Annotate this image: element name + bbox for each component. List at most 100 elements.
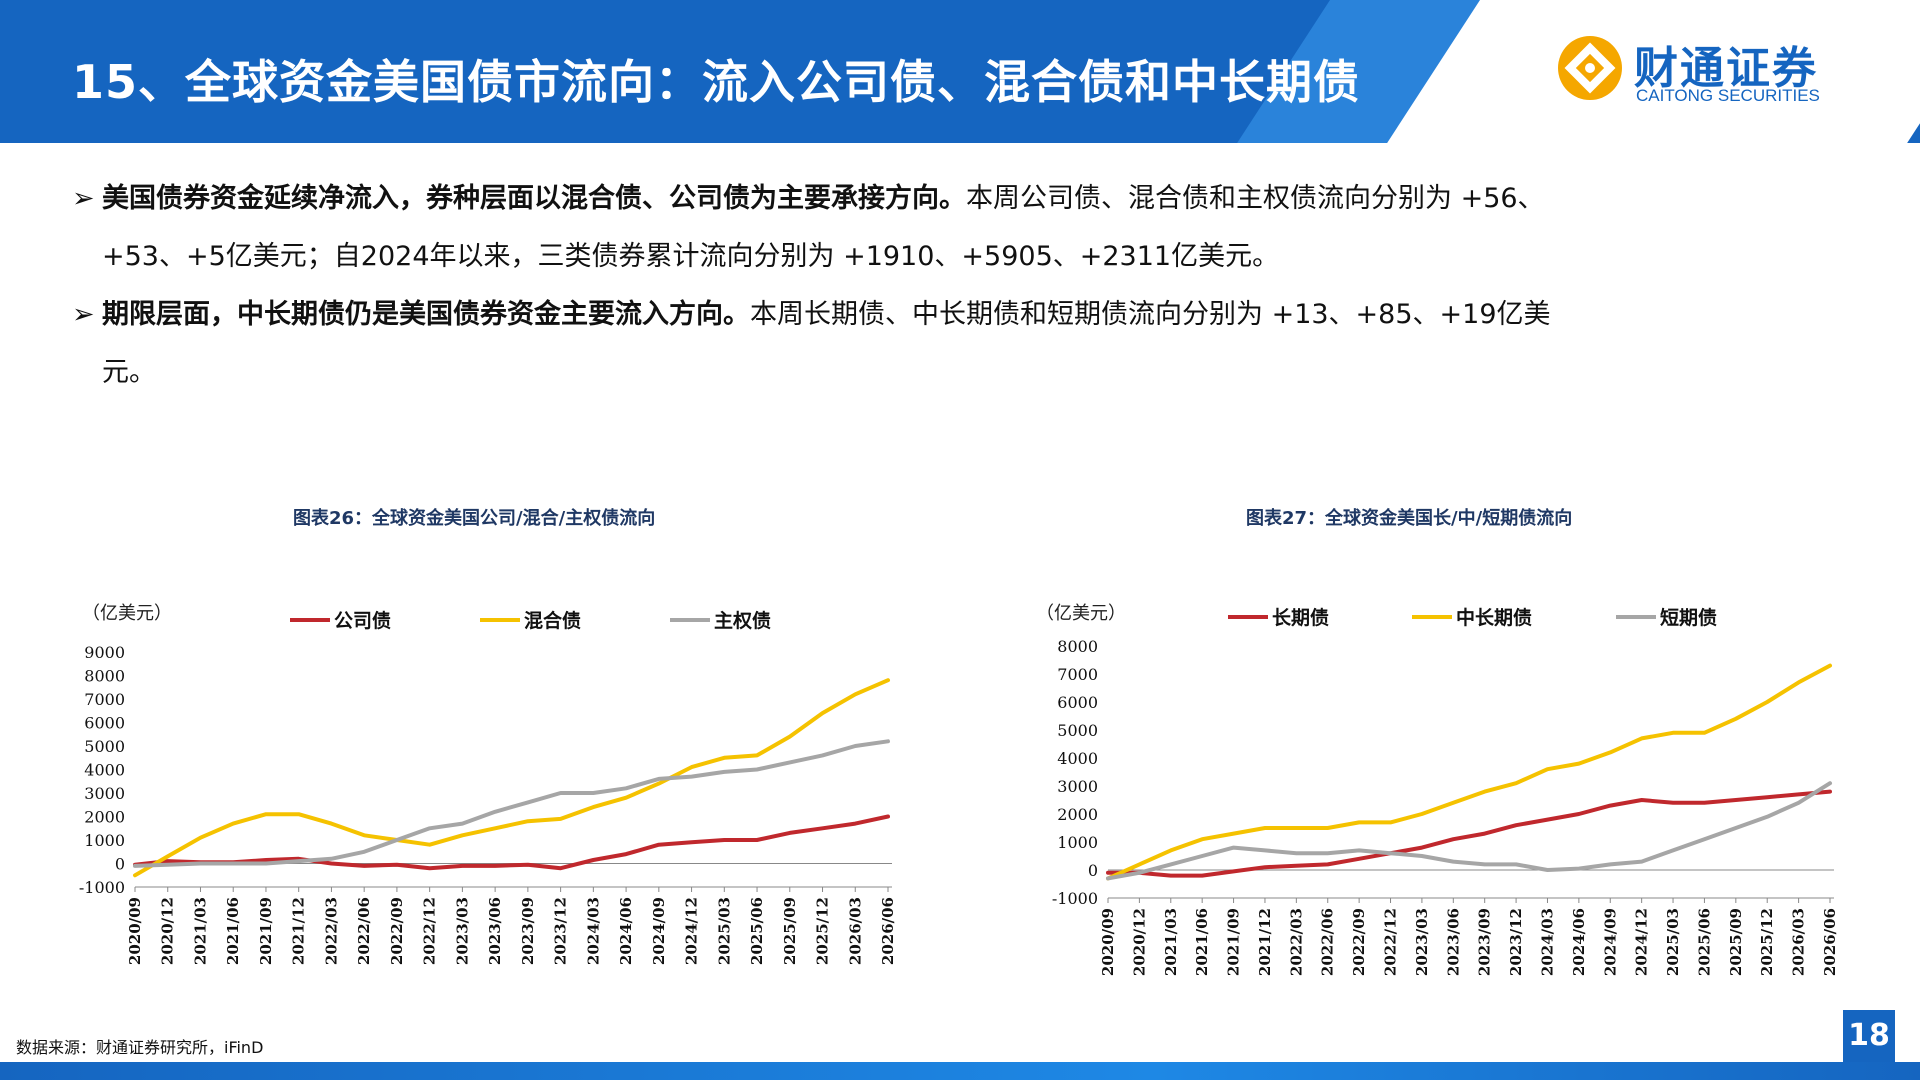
y-tick-label: 0 bbox=[1088, 861, 1098, 880]
x-tick-label: 2026/06 bbox=[879, 897, 897, 965]
x-tick-label: 2020/12 bbox=[159, 897, 177, 965]
x-tick-label: 2021/12 bbox=[1256, 908, 1274, 976]
x-tick-label: 2024/03 bbox=[584, 897, 602, 965]
x-tick-label: 2024/09 bbox=[650, 897, 668, 965]
x-tick-label: 2023/09 bbox=[519, 897, 537, 965]
x-tick-label: 2026/06 bbox=[1821, 908, 1839, 976]
bullet-arrow-icon: ➢ bbox=[72, 183, 95, 214]
x-tick-label: 2022/12 bbox=[421, 897, 439, 965]
x-tick-label: 2022/12 bbox=[1382, 908, 1400, 976]
chart-26-title: 图表26：全球资金美国公司/混合/主权债流向 bbox=[293, 508, 656, 529]
logo-name: 财通证券 bbox=[1634, 43, 1818, 94]
page-number: 18 bbox=[1843, 1010, 1895, 1062]
x-tick-label: 2024/03 bbox=[1538, 908, 1556, 976]
series-line-1 bbox=[1106, 789, 1832, 878]
x-tick-label: 2025/06 bbox=[1695, 908, 1713, 976]
x-tick-label: 2021/12 bbox=[290, 897, 308, 965]
bullet-1-text: 本周公司债、混合债和主权债流向分别为 +56、 bbox=[966, 183, 1545, 214]
x-tick-label: 2025/03 bbox=[715, 897, 733, 965]
y-tick-label: 7000 bbox=[1057, 665, 1098, 684]
bullet-2-lead: 期限层面，中长期债仍是美国债券资金主要流入方向。 bbox=[102, 299, 750, 330]
x-tick-label: 2021/03 bbox=[191, 897, 209, 965]
y-tick-label: 2000 bbox=[1057, 805, 1098, 824]
x-tick-label: 2021/09 bbox=[1225, 908, 1243, 976]
y-tick-label: 1000 bbox=[84, 831, 125, 850]
chart-26: （亿美元） -1000 0 1000 2000 3000 4000 5000 6000 7000 8… bbox=[79, 603, 897, 965]
bullet-2-continuation: 元。 bbox=[102, 357, 156, 388]
y-tick-label: 9000 bbox=[84, 643, 125, 662]
data-source: 数据来源：财通证券研究所，iFinD bbox=[16, 1038, 264, 1057]
x-tick-label: 2024/12 bbox=[1633, 908, 1651, 976]
caitong-logo-icon bbox=[1558, 36, 1622, 100]
y-tick-label: 1000 bbox=[1057, 833, 1098, 852]
x-tick-label: 2025/12 bbox=[814, 897, 832, 965]
x-tick-label: 2023/03 bbox=[453, 897, 471, 965]
x-tick-label: 2025/06 bbox=[748, 897, 766, 965]
x-tick-label: 2021/09 bbox=[257, 897, 275, 965]
summary-bullets: ➢ 美国债券资金延续净流入，券种层面以混合债、公司债为主要承接方向。本周公司债、… bbox=[72, 170, 1852, 402]
x-tick-label: 2025/09 bbox=[1727, 908, 1745, 976]
x-tick-label: 2024/09 bbox=[1601, 908, 1619, 976]
bullet-1-continuation: +53、+5亿美元；自2024年以来，三类债券累计流向分别为 +1910、+59… bbox=[102, 241, 1280, 272]
x-tick-label: 2023/06 bbox=[1444, 908, 1462, 976]
legend-label: 长期债 bbox=[1272, 606, 1329, 629]
bullet-2-text: 本周长期债、中长期债和短期债流向分别为 +13、+85、+19亿美 bbox=[750, 299, 1551, 330]
x-tick-label: 2025/09 bbox=[781, 897, 799, 965]
x-tick-label: 2021/06 bbox=[1193, 908, 1211, 976]
bullet-2: ➢ 期限层面，中长期债仍是美国债券资金主要流入方向。本周长期债、中长期债和短期债… bbox=[72, 286, 1852, 402]
y-tick-label: 7000 bbox=[84, 690, 125, 709]
bullet-1-lead: 美国债券资金延续净流入，券种层面以混合债、公司债为主要承接方向。 bbox=[102, 183, 966, 214]
x-tick-label: 2022/06 bbox=[1319, 908, 1337, 976]
x-tick-label: 2020/09 bbox=[1099, 908, 1117, 976]
y-tick-label: 6000 bbox=[1057, 693, 1098, 712]
y-axis-label: （亿美元） bbox=[1036, 603, 1126, 624]
y-tick-label: 3000 bbox=[84, 784, 125, 803]
bullet-arrow-icon: ➢ bbox=[72, 299, 95, 330]
y-tick-label: 8000 bbox=[1057, 637, 1098, 656]
y-tick-label: 3000 bbox=[1057, 777, 1098, 796]
series-line-2 bbox=[1106, 663, 1832, 881]
x-tick-label: 2023/06 bbox=[486, 897, 504, 965]
y-tick-label: 2000 bbox=[84, 808, 125, 827]
x-tick-label: 2022/03 bbox=[322, 897, 340, 965]
y-tick-label: 4000 bbox=[1057, 749, 1098, 768]
bullet-1: ➢ 美国债券资金延续净流入，券种层面以混合债、公司债为主要承接方向。本周公司债、… bbox=[72, 170, 1852, 286]
legend-label: 短期债 bbox=[1660, 606, 1717, 629]
y-tick-label: -1000 bbox=[79, 878, 125, 897]
x-tick-label: 2025/12 bbox=[1758, 908, 1776, 976]
x-tick-label: 2026/03 bbox=[1790, 908, 1808, 976]
x-tick-label: 2022/06 bbox=[355, 897, 373, 965]
y-tick-label: 6000 bbox=[84, 714, 125, 733]
legend-label: 主权债 bbox=[714, 609, 771, 632]
series-line-2 bbox=[133, 678, 890, 878]
legend-label: 混合债 bbox=[524, 609, 581, 632]
series-line-3 bbox=[133, 739, 890, 868]
y-tick-label: -1000 bbox=[1052, 889, 1098, 908]
chart-27: （亿美元） -1000 0 1000 2000 3000 4000 5000 6000 7000 8… bbox=[1036, 603, 1839, 976]
y-tick-label: 5000 bbox=[84, 737, 125, 756]
x-tick-label: 2021/06 bbox=[224, 897, 242, 965]
chart-27-title: 图表27：全球资金美国长/中/短期债流向 bbox=[1246, 508, 1573, 529]
x-tick-label: 2024/06 bbox=[617, 897, 635, 965]
x-tick-label: 2023/12 bbox=[1507, 908, 1525, 976]
header-banner: 15、全球资金美国债市流向：流入公司债、混合债和中长期债 财通证券 CAITON… bbox=[0, 0, 1920, 143]
y-tick-label: 5000 bbox=[1057, 721, 1098, 740]
x-tick-label: 2023/12 bbox=[552, 897, 570, 965]
footer-bar bbox=[0, 1062, 1920, 1080]
legend-label: 公司债 bbox=[334, 609, 391, 632]
logo-subtitle: CAITONG SECURITIES bbox=[1636, 86, 1820, 105]
x-tick-label: 2020/12 bbox=[1130, 908, 1148, 976]
brand-logo: 财通证券 CAITONG SECURITIES bbox=[1552, 28, 1852, 118]
x-tick-label: 2023/09 bbox=[1476, 908, 1494, 976]
y-tick-label: 0 bbox=[115, 855, 125, 874]
y-tick-label: 4000 bbox=[84, 761, 125, 780]
x-tick-label: 2026/03 bbox=[846, 897, 864, 965]
page-title: 15、全球资金美国债市流向：流入公司债、混合债和中长期债 bbox=[72, 55, 1361, 109]
x-tick-label: 2024/06 bbox=[1570, 908, 1588, 976]
x-tick-label: 2022/09 bbox=[1350, 908, 1368, 976]
y-tick-label: 8000 bbox=[84, 667, 125, 686]
x-tick-label: 2021/03 bbox=[1162, 908, 1180, 976]
x-tick-label: 2024/12 bbox=[683, 897, 701, 965]
x-tick-label: 2025/03 bbox=[1664, 908, 1682, 976]
x-tick-label: 2023/03 bbox=[1413, 908, 1431, 976]
